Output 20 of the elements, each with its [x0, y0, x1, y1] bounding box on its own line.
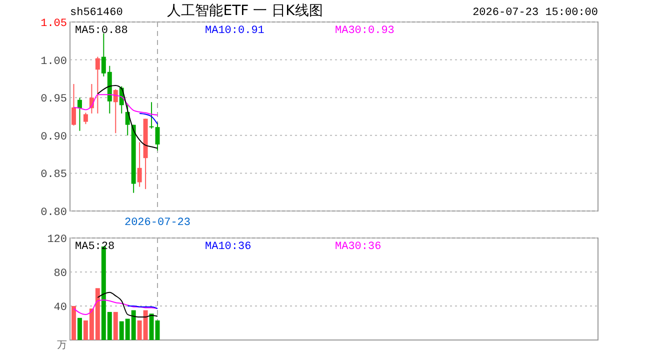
y-tick-label: 120: [47, 234, 67, 246]
y-tick-label: 0.85: [40, 169, 67, 182]
y-tick-label: 0.90: [40, 131, 67, 144]
x-tick-label: 2026-07-23: [124, 217, 191, 229]
y-tick-label: 40: [54, 302, 67, 314]
text: MA30:36: [335, 241, 382, 253]
text: MA5:0.88: [75, 25, 128, 37]
y-tick-label: 0.95: [40, 94, 67, 106]
y-tick-label: 80: [54, 268, 67, 280]
text: MA30:0.93: [335, 25, 394, 37]
text: MA10:36: [205, 241, 252, 253]
y-tick-label: 1.00: [40, 56, 67, 68]
text: MA5:28: [75, 241, 115, 253]
y-tick-label: 1.05: [40, 18, 67, 30]
text: 2026-07-23 15:00:00: [472, 7, 598, 19]
chart-subtitle: sh561460: [70, 7, 123, 19]
chart-title: 人工智能ETF 一 日K线图: [167, 3, 323, 19]
text: MA10:0.91: [205, 25, 265, 37]
y-axis-title: 万: [57, 340, 67, 352]
y-tick-label: 0.80: [40, 207, 67, 219]
